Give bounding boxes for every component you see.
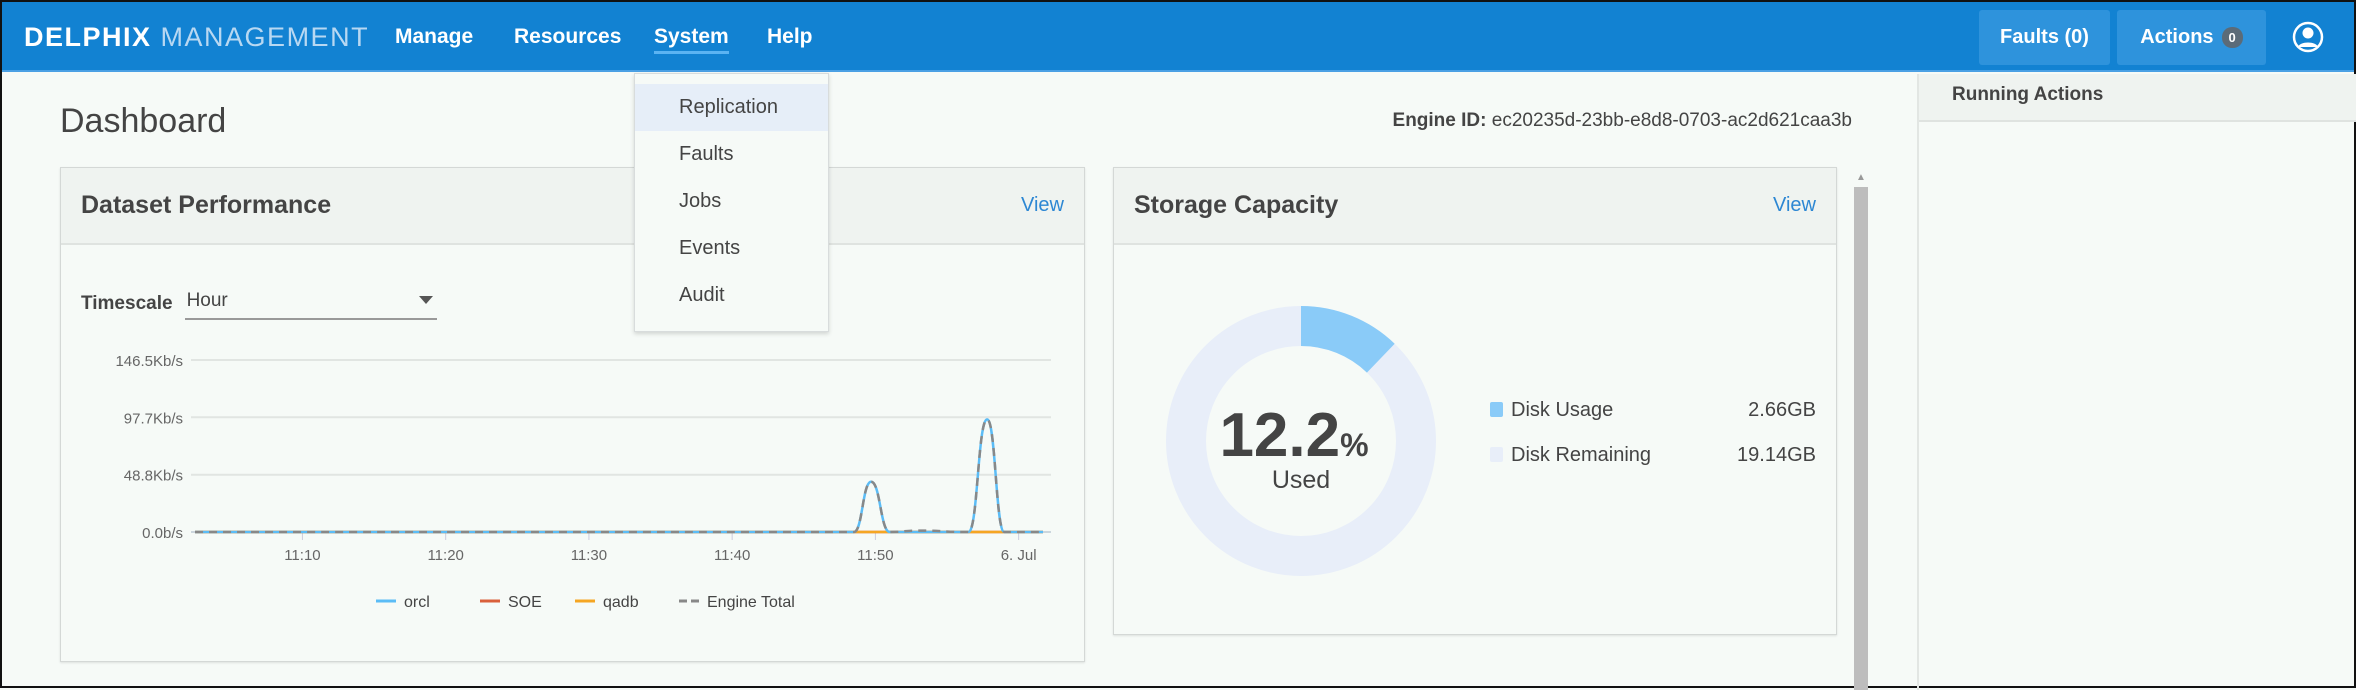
performance-chart: 0.0b/s 48.8Kb/s 97.7Kb/s 146.5Kb/s 11:10 11:2… [115, 353, 1051, 611]
dataset-performance-card: Dataset Performance View Timescale Hour 0… [60, 167, 1085, 662]
x-tick-label: 11:40 [714, 547, 750, 564]
y-tick-label: 97.7Kb/s [124, 410, 183, 427]
scroll-up-arrow-icon[interactable]: ▲ [1856, 172, 1866, 183]
menu-item-audit[interactable]: Audit [679, 284, 725, 306]
actions-button[interactable]: Actions 0 [2117, 10, 2266, 65]
legend-item: SOE [508, 594, 542, 611]
logo[interactable]: DELPHIX MANAGEMENT [24, 22, 370, 52]
chevron-down-icon [418, 296, 433, 304]
x-tick-label: 11:20 [427, 547, 463, 564]
card-title: Storage Capacity [1134, 191, 1339, 219]
page-title: Dashboard [60, 102, 227, 140]
faults-label: Faults (0) [2000, 26, 2089, 48]
user-circle-icon[interactable] [2292, 20, 2324, 54]
actions-label: Actions [2140, 26, 2214, 48]
running-actions-panel: Running Actions [1917, 74, 2356, 690]
menu-item-events[interactable]: Events [679, 237, 741, 259]
legend-item: orcl [404, 594, 430, 611]
disk-usage-value: 2.66GB [1748, 399, 1816, 421]
system-dropdown-menu: Replication Faults Jobs Events Audit [634, 73, 829, 332]
view-link[interactable]: View [1021, 194, 1064, 216]
nav-manage[interactable]: Manage [395, 25, 474, 48]
y-tick-label: 0.0b/s [142, 525, 183, 542]
engine-id: Engine ID: ec20235d-23bb-e8d8-0703-ac2d6… [1392, 110, 1852, 131]
svg-text:12.2%: 12.2% [1219, 401, 1368, 470]
panel-title: Running Actions [1919, 74, 2356, 122]
disk-usage-label: Disk Usage [1511, 399, 1613, 421]
faults-button[interactable]: Faults (0) [1979, 10, 2110, 65]
donut-used [1166, 306, 1436, 576]
menu-item-replication[interactable]: Replication [635, 84, 828, 131]
nav-system[interactable]: System [654, 25, 729, 54]
x-tick-label: 11:50 [857, 547, 893, 564]
nav-resources[interactable]: Resources [514, 25, 622, 48]
y-tick-label: 146.5Kb/s [115, 353, 183, 370]
timescale-select[interactable]: Hour [184, 288, 437, 320]
timescale-label: Timescale [81, 293, 173, 314]
view-link[interactable]: View [1773, 194, 1816, 216]
disk-remaining-swatch [1490, 447, 1503, 462]
storage-capacity-card: Storage Capacity View 12.2% Used Disk Usa… [1113, 167, 1837, 635]
legend-item: qadb [603, 594, 639, 611]
x-tick-label: 11:30 [571, 547, 607, 564]
timescale-control: Timescale Hour [81, 288, 437, 320]
used-label: Used [1272, 466, 1330, 494]
nav-help[interactable]: Help [767, 25, 813, 48]
y-tick-label: 48.8Kb/s [124, 468, 183, 485]
x-tick-label: 6. Jul [1001, 547, 1037, 564]
scrollbar[interactable] [1854, 187, 1868, 690]
disk-remaining-label: Disk Remaining [1511, 444, 1651, 466]
used-percent: 12.2 [1219, 401, 1340, 470]
top-navbar: DELPHIX MANAGEMENT Manage Resources Syst… [2, 2, 2354, 72]
series-line-engine-total [195, 418, 1044, 534]
card-title: Dataset Performance [81, 191, 332, 219]
disk-usage-swatch [1490, 402, 1503, 417]
menu-item-jobs[interactable]: Jobs [679, 190, 722, 212]
menu-item-faults[interactable]: Faults [679, 143, 734, 165]
x-tick-label: 11:10 [284, 547, 320, 564]
legend-item: Engine Total [707, 594, 795, 611]
storage-donut-chart: 12.2% Used Disk Usage 2.66GB Disk Remain… [1166, 306, 1816, 576]
disk-remaining-value: 19.14GB [1737, 444, 1816, 466]
actions-count-badge: 0 [2221, 27, 2243, 48]
